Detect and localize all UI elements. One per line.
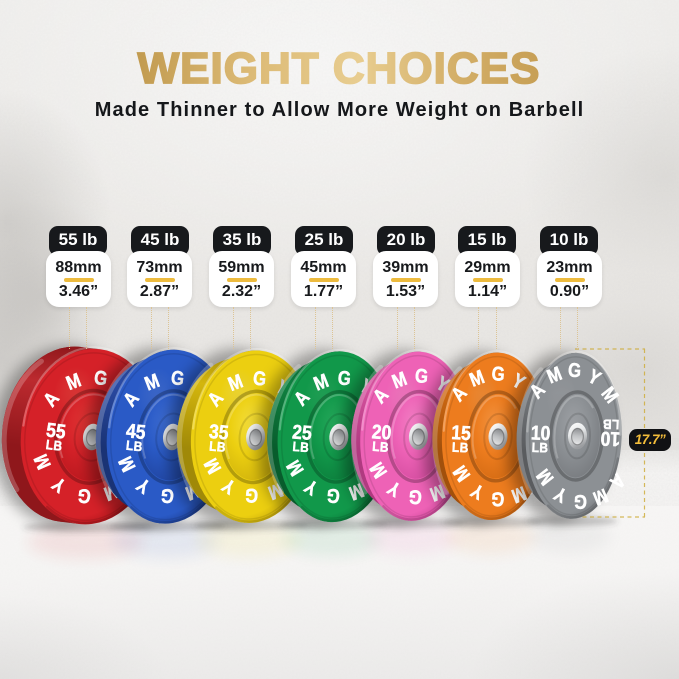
svg-text:G: G xyxy=(337,366,352,390)
svg-text:LB: LB xyxy=(292,438,310,455)
svg-text:45: 45 xyxy=(125,419,147,443)
svg-text:10: 10 xyxy=(600,428,620,451)
svg-text:55: 55 xyxy=(45,418,67,443)
svg-text:G: G xyxy=(170,366,186,390)
svg-text:G: G xyxy=(244,484,259,508)
svg-text:LB: LB xyxy=(602,416,619,432)
svg-text:LB: LB xyxy=(372,438,390,455)
svg-text:G: G xyxy=(252,366,267,390)
svg-text:G: G xyxy=(568,358,582,381)
svg-text:10: 10 xyxy=(530,421,550,444)
svg-text:25: 25 xyxy=(291,420,312,444)
svg-text:LB: LB xyxy=(45,436,64,454)
svg-text:G: G xyxy=(414,364,429,388)
svg-text:LB: LB xyxy=(452,439,470,456)
svg-text:G: G xyxy=(326,484,341,508)
svg-text:LB: LB xyxy=(209,438,227,455)
svg-text:LB: LB xyxy=(531,439,548,455)
svg-text:15: 15 xyxy=(451,421,472,444)
svg-text:G: G xyxy=(573,490,587,513)
svg-text:35: 35 xyxy=(208,420,229,444)
svg-text:WEIGHT CHOICES: WEIGHT CHOICES xyxy=(138,44,541,93)
svg-text:G: G xyxy=(491,488,506,512)
svg-text:G: G xyxy=(491,362,506,386)
svg-text:G: G xyxy=(160,484,176,508)
svg-text:G: G xyxy=(76,484,92,508)
svg-text:20: 20 xyxy=(371,420,392,444)
svg-text:LB: LB xyxy=(125,437,143,455)
svg-text:G: G xyxy=(408,486,423,510)
